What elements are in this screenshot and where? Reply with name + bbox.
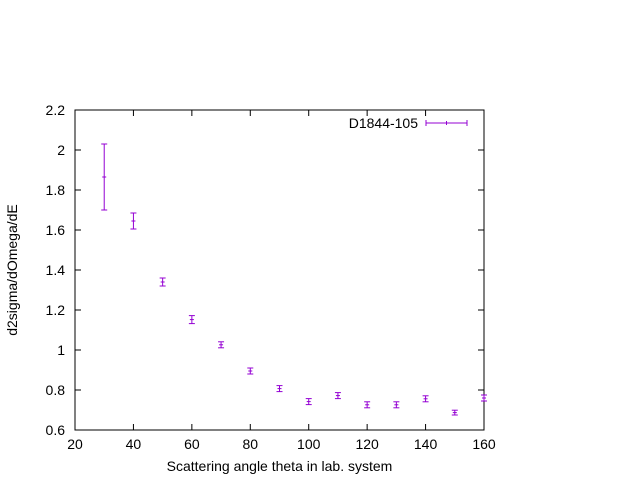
- y-tick-label: 1.8: [46, 182, 66, 198]
- data-point: [481, 394, 487, 402]
- y-tick-label: 1: [57, 342, 65, 358]
- data-point: [422, 395, 429, 403]
- data-point: [451, 409, 458, 416]
- legend: D1844-105: [349, 115, 468, 131]
- data-point: [101, 143, 108, 211]
- y-axis-label: d2sigma/dOmega/dE: [4, 204, 20, 336]
- x-tick-label: 160: [472, 436, 496, 452]
- x-tick-label: 20: [67, 436, 83, 452]
- data-point: [393, 401, 400, 409]
- legend-sample: [425, 120, 468, 126]
- y-tick-label: 1.4: [46, 262, 66, 278]
- x-tick-label: 40: [126, 436, 142, 452]
- x-tick-label: 100: [297, 436, 321, 452]
- data-point: [334, 392, 341, 400]
- data-point: [188, 315, 195, 325]
- axis-ticks: [74, 109, 485, 431]
- x-tick-labels: 20 40 60 80 100 120 140 160: [67, 436, 496, 452]
- data-point: [247, 367, 254, 375]
- y-tick-label: 2.2: [46, 102, 66, 118]
- plot-frame: [74, 109, 485, 431]
- y-tick-label: 1.6: [46, 222, 66, 238]
- data-point: [159, 277, 166, 287]
- x-axis-label: Scattering angle theta in lab. system: [167, 458, 393, 474]
- y-tick-label: 1.2: [46, 302, 66, 318]
- data-point: [218, 341, 225, 349]
- data-point: [130, 212, 137, 230]
- y-tick-label: 2: [57, 142, 65, 158]
- x-tick-label: 120: [355, 436, 379, 452]
- legend-label: D1844-105: [349, 115, 418, 131]
- x-tick-label: 60: [184, 436, 200, 452]
- x-tick-label: 140: [414, 436, 438, 452]
- y-tick-labels: 0.6 0.8 1 1.2 1.4 1.6 1.8 2 2.2: [46, 102, 66, 438]
- y-tick-label: 0.6: [46, 422, 66, 438]
- x-tick-label: 80: [242, 436, 258, 452]
- data-point: [276, 385, 283, 393]
- data-point: [364, 401, 371, 409]
- data-points: [101, 143, 487, 416]
- y-tick-label: 0.8: [46, 382, 66, 398]
- data-point: [305, 398, 312, 406]
